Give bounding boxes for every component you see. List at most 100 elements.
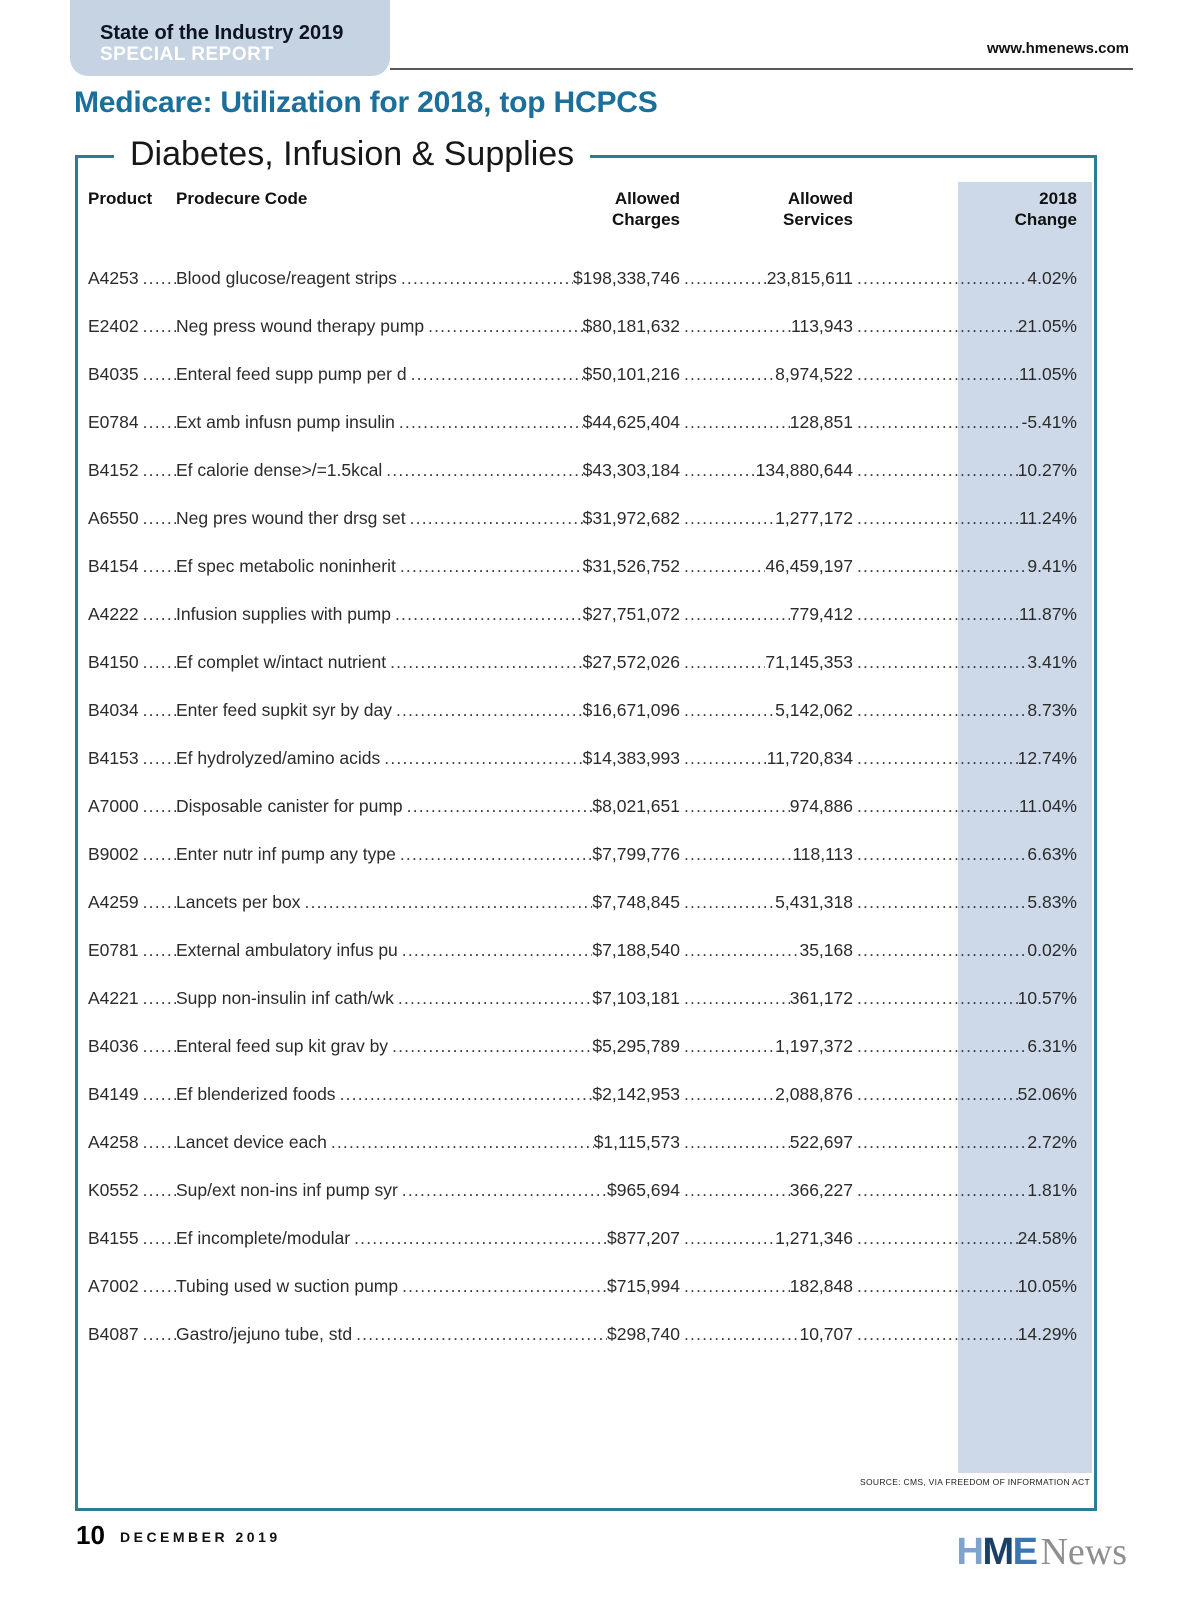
- row-allowed-services: 71,145,353: [765, 652, 853, 672]
- dot-leader: ........................................…: [304, 892, 593, 912]
- row-allowed-charges: $44,625,404: [582, 412, 680, 432]
- dot-leader: ........................................…: [684, 1324, 800, 1344]
- services-cell: ........................................…: [680, 878, 853, 926]
- column-header-change: 2018 Change: [853, 188, 1077, 230]
- dot-leader: ........................................…: [684, 1276, 790, 1296]
- services-cell: ........................................…: [680, 1214, 853, 1262]
- dot-leader: ........................................…: [142, 652, 176, 672]
- row-description: Ef incomplete/modular: [176, 1228, 351, 1248]
- row-product-code: K0552: [88, 1180, 139, 1200]
- row-change-percent: 10.05%: [1017, 1276, 1077, 1296]
- description-charges-cell: Tubing used w suction pump .............…: [176, 1262, 680, 1310]
- dot-leader: ........................................…: [857, 508, 1019, 528]
- row-allowed-charges: $715,994: [607, 1276, 680, 1296]
- table-row: A4259 ..................................…: [88, 878, 1077, 926]
- services-cell: ........................................…: [680, 926, 853, 974]
- table-row: A4253 ..................................…: [88, 254, 1077, 302]
- description-charges-cell: External ambulatory infus pu ...........…: [176, 926, 680, 974]
- table-row: B4087 ..................................…: [88, 1310, 1077, 1358]
- row-allowed-charges: $298,740: [607, 1324, 680, 1344]
- dot-leader: ........................................…: [857, 844, 1027, 864]
- dot-leader: ........................................…: [142, 604, 176, 624]
- row-product-code: E2402: [88, 316, 139, 336]
- row-description: Ef blenderized foods: [176, 1084, 336, 1104]
- product-cell: B4149 ..................................…: [88, 1070, 176, 1118]
- row-product-code: B4152: [88, 460, 139, 480]
- table-row: B4035 ..................................…: [88, 350, 1077, 398]
- dot-leader: ........................................…: [402, 1276, 607, 1296]
- table-row: E0784 ..................................…: [88, 398, 1077, 446]
- row-product-code: B4154: [88, 556, 139, 576]
- column-header-charges: Allowed Charges: [612, 188, 680, 230]
- change-cell: ........................................…: [853, 590, 1077, 638]
- dot-leader: ........................................…: [399, 844, 593, 864]
- services-cell: ........................................…: [680, 590, 853, 638]
- row-change-percent: 24.58%: [1017, 1228, 1077, 1248]
- dot-leader: ........................................…: [857, 268, 1027, 288]
- row-allowed-services: 118,113: [792, 844, 853, 864]
- change-cell: ........................................…: [853, 734, 1077, 782]
- services-cell: ........................................…: [680, 350, 853, 398]
- row-allowed-charges: $27,751,072: [582, 604, 680, 624]
- table-row: A4222 ..................................…: [88, 590, 1077, 638]
- row-description: Disposable canister for pump: [176, 796, 403, 816]
- change-cell: ........................................…: [853, 254, 1077, 302]
- dot-leader: ........................................…: [684, 460, 756, 480]
- dot-leader: ........................................…: [857, 748, 1018, 768]
- description-charges-cell: Enteral feed sup kit grav by ...........…: [176, 1022, 680, 1070]
- dot-leader: ........................................…: [684, 988, 790, 1008]
- row-change-percent: 12.74%: [1017, 748, 1077, 768]
- row-product-code: A7002: [88, 1276, 139, 1296]
- dot-leader: ........................................…: [684, 1084, 775, 1104]
- row-change-percent: 3.41%: [1027, 652, 1077, 672]
- dot-leader: ........................................…: [142, 1324, 176, 1344]
- change-cell: ........................................…: [853, 638, 1077, 686]
- dot-leader: ........................................…: [330, 1132, 594, 1152]
- dot-leader: ........................................…: [142, 1228, 176, 1248]
- dot-leader: ........................................…: [142, 412, 176, 432]
- column-header-charges-line1: Allowed: [614, 189, 680, 208]
- row-product-code: B4035: [88, 364, 139, 384]
- row-description: Lancets per box: [176, 892, 301, 912]
- dot-leader: ........................................…: [339, 1084, 593, 1104]
- dot-leader: ........................................…: [142, 1084, 176, 1104]
- dot-leader: ........................................…: [428, 316, 583, 336]
- column-header-change-line1: 2018: [1039, 189, 1077, 208]
- row-allowed-charges: $7,188,540: [592, 940, 680, 960]
- dot-leader: ........................................…: [142, 988, 176, 1008]
- product-cell: A4258 ..................................…: [88, 1118, 176, 1166]
- table-row: B4036 ..................................…: [88, 1022, 1077, 1070]
- dot-leader: ........................................…: [684, 604, 790, 624]
- row-allowed-charges: $965,694: [607, 1180, 680, 1200]
- description-charges-cell: Ef hydrolyzed/amino acids ..............…: [176, 734, 680, 782]
- product-cell: A7002 ..................................…: [88, 1262, 176, 1310]
- dot-leader: ........................................…: [142, 796, 176, 816]
- row-product-code: E0784: [88, 412, 139, 432]
- dot-leader: ........................................…: [406, 796, 593, 816]
- row-description: Tubing used w suction pump: [176, 1276, 399, 1296]
- row-change-percent: 10.57%: [1017, 988, 1077, 1008]
- dot-leader: ........................................…: [401, 940, 593, 960]
- change-cell: ........................................…: [853, 1118, 1077, 1166]
- logo-letter-h: H: [956, 1531, 983, 1573]
- description-charges-cell: Ef complet w/intact nutrient ...........…: [176, 638, 680, 686]
- dot-leader: ........................................…: [684, 508, 775, 528]
- column-header-charges-line2: Charges: [611, 210, 680, 229]
- row-allowed-services: 1,271,346: [775, 1228, 853, 1248]
- row-product-code: A4259: [88, 892, 139, 912]
- dot-leader: ........................................…: [384, 748, 582, 768]
- services-cell: ........................................…: [680, 542, 853, 590]
- row-allowed-services: 35,168: [799, 940, 853, 960]
- row-allowed-services: 1,197,372: [775, 1036, 853, 1056]
- row-change-percent: -5.41%: [1021, 412, 1077, 432]
- dot-leader: ........................................…: [142, 316, 176, 336]
- services-cell: ........................................…: [680, 1262, 853, 1310]
- row-allowed-charges: $877,207: [607, 1228, 680, 1248]
- change-cell: ........................................…: [853, 782, 1077, 830]
- row-change-percent: 21.05%: [1017, 316, 1077, 336]
- row-change-percent: 6.31%: [1027, 1036, 1077, 1056]
- dot-leader: ........................................…: [857, 1324, 1018, 1344]
- change-cell: ........................................…: [853, 1214, 1077, 1262]
- description-charges-cell: Ef calorie dense>/=1.5kcal .............…: [176, 446, 680, 494]
